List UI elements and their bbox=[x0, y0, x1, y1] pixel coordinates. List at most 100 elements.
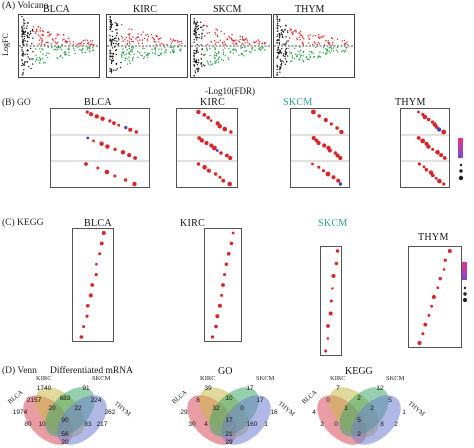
volcano-point bbox=[276, 42, 278, 44]
volcano-point bbox=[282, 36, 284, 39]
volcano-point bbox=[109, 18, 111, 21]
volcano-point bbox=[22, 73, 24, 75]
venn-count: 2 bbox=[357, 431, 361, 438]
volcano-point bbox=[86, 47, 89, 49]
volcano-point bbox=[172, 50, 174, 53]
volcano-point bbox=[121, 35, 123, 38]
go-term-dot bbox=[222, 126, 228, 132]
volcano-point bbox=[144, 51, 146, 54]
volcano-point bbox=[292, 31, 294, 33]
volcano-point bbox=[38, 57, 41, 59]
volcano-point bbox=[120, 61, 122, 64]
go-term-dot bbox=[219, 151, 223, 155]
kegg-pathway-dot bbox=[224, 262, 228, 266]
volcano-point bbox=[109, 53, 111, 55]
volcano-point bbox=[112, 55, 114, 58]
volcano-point bbox=[68, 51, 70, 53]
volcano-point bbox=[286, 60, 288, 62]
volcano-point bbox=[64, 41, 67, 43]
volcano-point bbox=[315, 46, 317, 49]
volcano-point bbox=[115, 29, 117, 31]
volcano-point bbox=[279, 20, 281, 22]
venn-count: 32 bbox=[212, 405, 220, 412]
volcano-point bbox=[238, 54, 240, 56]
volcano-point bbox=[39, 62, 41, 64]
volcano-point bbox=[23, 37, 25, 40]
volcano-point bbox=[322, 47, 325, 49]
volcano-point bbox=[281, 35, 284, 37]
volcano-point bbox=[24, 53, 26, 56]
volcano-point bbox=[21, 41, 24, 43]
volcano-point bbox=[32, 63, 34, 65]
volcano-point bbox=[159, 43, 161, 45]
volcano-point bbox=[46, 52, 48, 54]
volcano-point bbox=[60, 54, 62, 57]
volcano-point bbox=[200, 44, 202, 46]
volcano-point bbox=[30, 67, 32, 70]
volcano-point bbox=[128, 47, 131, 50]
volcano-point bbox=[42, 30, 45, 33]
volcano-point bbox=[193, 39, 195, 41]
venn-count: 17 bbox=[225, 417, 233, 424]
go-term-dot bbox=[311, 135, 316, 141]
venn-set-label: THYM bbox=[113, 400, 132, 418]
volcano-point bbox=[165, 51, 167, 53]
go-term-dot bbox=[430, 173, 435, 178]
volcano-point bbox=[136, 36, 139, 38]
volcano-point bbox=[126, 44, 128, 46]
volcano-point bbox=[86, 48, 88, 50]
kegg-pathway-dot bbox=[326, 324, 330, 328]
go-term-dot bbox=[96, 166, 100, 170]
volcano-point bbox=[229, 52, 231, 54]
volcano-point bbox=[47, 41, 49, 44]
volcano-point bbox=[146, 56, 149, 59]
volcano-point bbox=[91, 44, 93, 46]
volcano-point bbox=[193, 61, 195, 63]
volcano-point bbox=[148, 52, 151, 55]
volcano-point bbox=[22, 52, 24, 54]
go-term-dot bbox=[434, 125, 439, 129]
kegg-pathway-dot bbox=[423, 322, 428, 327]
volcano-point bbox=[143, 57, 145, 60]
volcano-point bbox=[299, 53, 301, 55]
volcano-point bbox=[172, 46, 175, 48]
go-term-dot bbox=[336, 178, 341, 183]
volcano-point bbox=[27, 33, 29, 35]
volcano-point bbox=[31, 43, 33, 45]
volcano-point bbox=[129, 43, 131, 45]
venn-count: 20 bbox=[61, 439, 69, 446]
volcano-point bbox=[88, 43, 90, 45]
volcano-point bbox=[146, 38, 149, 40]
volcano-point bbox=[155, 35, 157, 37]
volcano-point bbox=[74, 52, 76, 55]
volcano-point bbox=[130, 38, 133, 40]
go-term-dot bbox=[225, 153, 229, 158]
go-term-dot bbox=[335, 126, 339, 130]
volcano-point bbox=[278, 39, 280, 41]
go-title-thym: THYM bbox=[395, 97, 426, 108]
volcano-point bbox=[109, 68, 111, 70]
volcano-point bbox=[209, 61, 212, 63]
volcano-point bbox=[279, 49, 281, 51]
volcano-point bbox=[336, 46, 339, 49]
go-term-dot bbox=[435, 150, 440, 155]
volcano-point bbox=[112, 38, 114, 40]
volcano-point bbox=[125, 53, 128, 55]
volcano-point bbox=[110, 55, 112, 58]
volcano-point bbox=[277, 22, 279, 25]
volcano-point bbox=[143, 47, 145, 50]
volcano-point bbox=[217, 58, 219, 61]
volcano-point bbox=[110, 61, 113, 63]
volcano-point bbox=[343, 39, 346, 42]
volcano-point bbox=[36, 57, 38, 59]
go-term-dot bbox=[127, 153, 132, 158]
volcano-point bbox=[222, 53, 225, 56]
volcano-point bbox=[117, 37, 120, 40]
volcano-point bbox=[214, 48, 216, 50]
venn-count: 80 bbox=[24, 421, 32, 428]
volcano-point bbox=[163, 44, 165, 46]
volcano-point bbox=[50, 33, 52, 35]
volcano-point bbox=[258, 41, 261, 43]
volcano-point bbox=[287, 55, 289, 57]
volcano-point bbox=[21, 59, 23, 61]
